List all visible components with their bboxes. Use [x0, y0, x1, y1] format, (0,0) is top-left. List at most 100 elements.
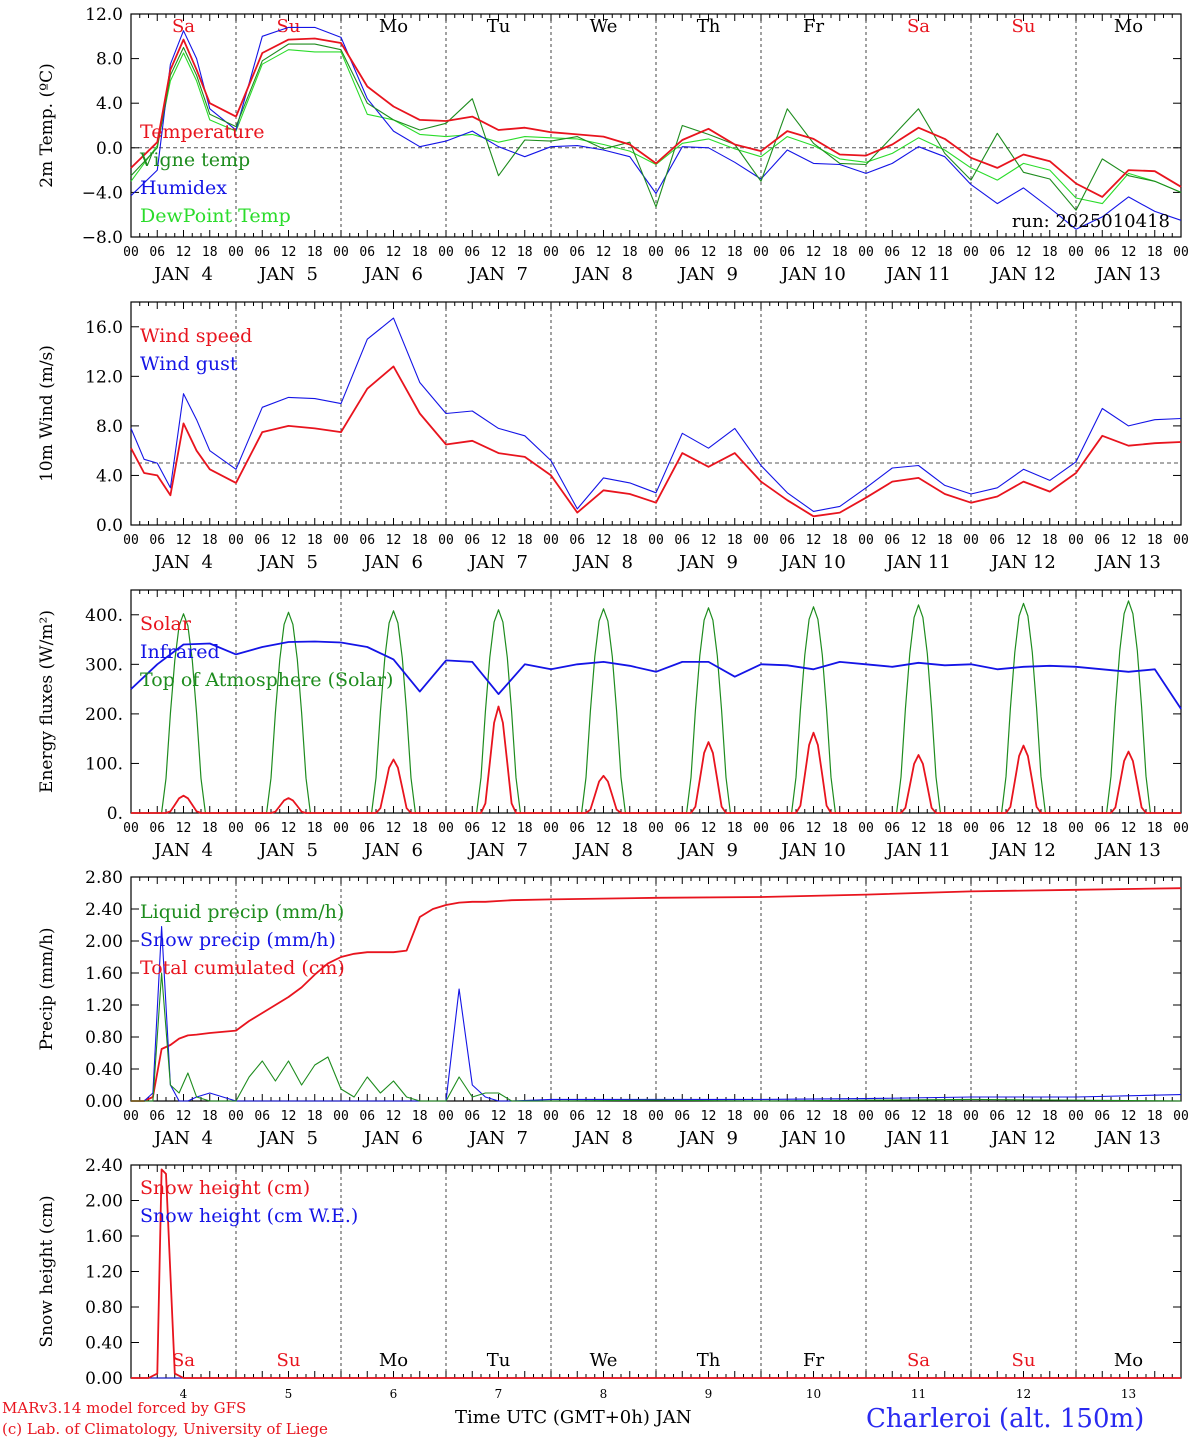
hour-tick-label: 06: [254, 1109, 270, 1124]
weekday-label: Tu: [487, 16, 511, 37]
legend-entry: Infrared: [140, 641, 220, 663]
hour-tick-label: 18: [307, 533, 323, 548]
day-label: JAN 13: [1094, 552, 1161, 573]
y-tick-label: 2.00: [85, 932, 123, 952]
hour-tick-label: 18: [727, 1109, 743, 1124]
hour-tick-label: 00: [963, 821, 979, 836]
hour-tick-label: 00: [648, 533, 664, 548]
credit-line-1: MARv3.14 model forced by GFS: [2, 1399, 246, 1417]
hour-tick-label: 12: [176, 533, 192, 548]
series-humidex-line: [130, 26, 1182, 230]
hour-tick-label: 18: [307, 821, 323, 836]
hour-tick-label: 06: [884, 245, 900, 260]
y-tick-label: 0.40: [85, 1060, 123, 1080]
weekday-label: Su: [1012, 16, 1036, 37]
series-solar-line: [131, 705, 1181, 814]
hour-tick-label: 06: [149, 533, 165, 548]
weekday-label: Sa: [907, 1350, 930, 1371]
hour-tick-label: 12: [281, 533, 297, 548]
hour-tick-label: 12: [491, 821, 507, 836]
legend-entry: Solar: [140, 613, 192, 635]
y-tick-label: 200.: [85, 705, 123, 725]
series-snow-height-cm-line: [131, 1168, 1181, 1379]
panel-2: 16.0 12.0 8.0 4.0 0.0 10m Wind (m/s) 00 06 12 18 0…: [37, 301, 1189, 573]
y-tick-label: 0.0: [96, 139, 123, 159]
hour-tick-label: 12: [701, 533, 717, 548]
hour-tick-label: 06: [779, 1109, 795, 1124]
day-label: JAN 11: [884, 264, 951, 285]
hour-tick-label: 00: [1173, 1109, 1189, 1124]
hour-tick-label: 06: [674, 1109, 690, 1124]
hour-tick-label: 00: [228, 245, 244, 260]
hour-tick-label: 00: [858, 533, 874, 548]
day-label: JAN 10: [779, 1128, 846, 1149]
series-temperature-line: [130, 37, 1182, 198]
hour-tick-label: 18: [937, 821, 953, 836]
day-label: JAN 7: [467, 264, 528, 285]
series-total-cumulated-cm-line: [131, 887, 1182, 1102]
series-dewpoint-temp-line: [130, 49, 1182, 205]
hour-tick-label: 18: [412, 245, 428, 260]
hour-tick-label: 00: [438, 821, 454, 836]
day-label: JAN 7: [467, 552, 528, 573]
hour-tick-label: 12: [911, 533, 927, 548]
y-tick-label: 0.: [107, 804, 123, 824]
y-axis-label: 10m Wind (m/s): [37, 345, 57, 482]
weekday-label: Su: [277, 16, 301, 37]
y-tick-label: 0.80: [85, 1298, 123, 1318]
y-axis-label: Precip (mm/h): [37, 927, 57, 1050]
hour-tick-label: 18: [412, 533, 428, 548]
hour-tick-label: 06: [464, 533, 480, 548]
hour-tick-label: 00: [543, 245, 559, 260]
hour-tick-label: 00: [333, 821, 349, 836]
hour-tick-label: 12: [806, 245, 822, 260]
y-tick-label: 100.: [85, 754, 123, 774]
weekday-label: Fr: [803, 16, 824, 37]
hour-tick-label: 00: [963, 1109, 979, 1124]
day-number-label: 6: [390, 1387, 398, 1401]
legend-entry: Wind speed: [140, 325, 252, 347]
weekday-label: Su: [277, 1350, 301, 1371]
weekday-label: Mo: [379, 16, 408, 37]
day-label: JAN 10: [779, 264, 846, 285]
hour-tick-label: 06: [1094, 1109, 1110, 1124]
hour-tick-label: 06: [884, 533, 900, 548]
hour-tick-label: 00: [438, 1109, 454, 1124]
hour-tick-label: 00: [858, 245, 874, 260]
hour-tick-label: 00: [858, 821, 874, 836]
y-tick-label: 16.0: [85, 318, 123, 338]
legend-entry: Total cumulated (cm): [140, 957, 345, 979]
panels: 12.0 8.0 4.0 0.0 −4.0 −8.0 2m Temp. (ºC) 00 06 12…: [37, 5, 1189, 1401]
day-number-label: 4: [180, 1387, 188, 1401]
hour-tick-label: 18: [937, 245, 953, 260]
hour-tick-label: 12: [386, 1109, 402, 1124]
plot-frame: [130, 13, 1182, 238]
y-tick-label: 0.0: [96, 516, 123, 536]
hour-tick-label: 18: [832, 245, 848, 260]
day-label: JAN 8: [572, 552, 633, 573]
hour-tick-label: 06: [1094, 821, 1110, 836]
hour-tick-label: 00: [228, 533, 244, 548]
hour-tick-label: 00: [858, 1109, 874, 1124]
hour-tick-label: 06: [989, 821, 1005, 836]
hour-tick-label: 06: [569, 245, 585, 260]
hour-tick-label: 12: [1016, 533, 1032, 548]
hour-tick-label: 00: [123, 1109, 139, 1124]
day-number-label: 10: [806, 1387, 821, 1401]
y-tick-label: 2.00: [85, 1192, 123, 1212]
hour-tick-label: 18: [307, 245, 323, 260]
y-tick-label: 400.: [85, 606, 123, 626]
hour-tick-label: 00: [648, 821, 664, 836]
hour-tick-label: 06: [779, 821, 795, 836]
hour-tick-label: 06: [464, 1109, 480, 1124]
hour-tick-label: 12: [176, 245, 192, 260]
day-number-label: 13: [1121, 1387, 1136, 1401]
day-label: JAN 11: [884, 1128, 951, 1149]
hour-tick-label: 00: [1173, 821, 1189, 836]
x-axis-label: Time UTC (GMT+0h) JAN: [455, 1407, 692, 1428]
hour-tick-label: 18: [307, 1109, 323, 1124]
hour-tick-label: 06: [254, 245, 270, 260]
weekday-label: Sa: [907, 16, 930, 37]
legend-entry: Wind gust: [140, 353, 238, 375]
legend-entry: DewPoint Temp: [140, 205, 291, 227]
